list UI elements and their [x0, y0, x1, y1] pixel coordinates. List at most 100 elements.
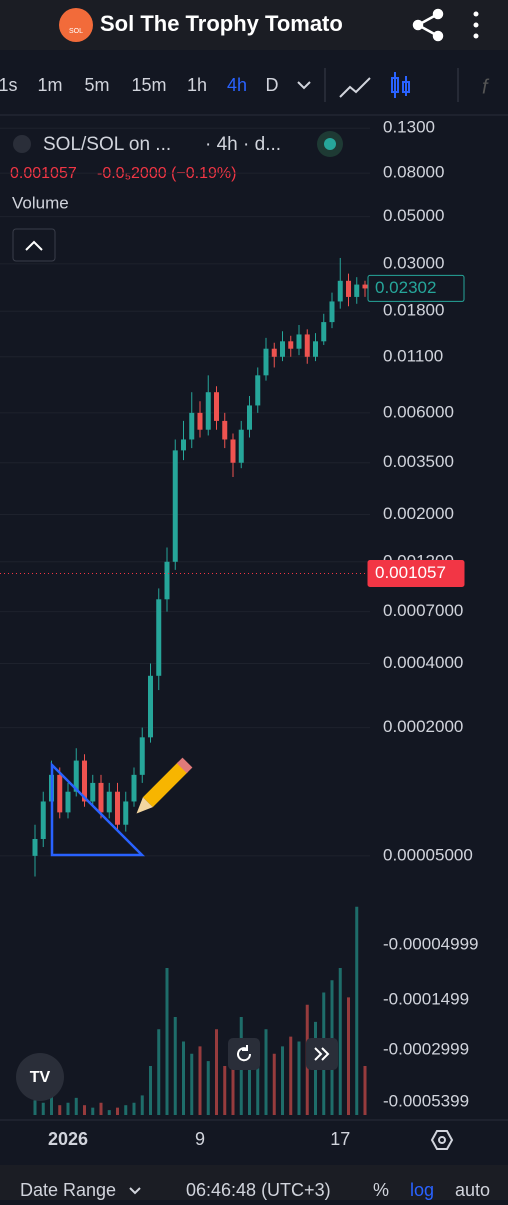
- y-tick-label: 0.003500: [383, 452, 454, 471]
- candle-body: [106, 791, 112, 813]
- interval-tab[interactable]: 5m: [84, 75, 109, 95]
- tv-logo-text: TV: [30, 1069, 51, 1086]
- candle-body: [354, 284, 360, 297]
- x-tick-label: 17: [330, 1129, 350, 1149]
- interval-tab[interactable]: 1m: [37, 75, 62, 95]
- candle-body: [280, 341, 285, 357]
- interval-dropdown[interactable]: [297, 81, 311, 90]
- candle-body: [148, 675, 153, 738]
- y-tick-label: 0.08000: [383, 163, 444, 182]
- y-tick-label: 0.1300: [383, 118, 435, 137]
- y-tick-label: 0.00005000: [383, 845, 473, 864]
- triangle-drawing: [50, 761, 146, 857]
- candle-body: [304, 334, 310, 357]
- candle-body: [255, 375, 261, 406]
- pencil-drawing: [136, 757, 193, 814]
- reset-button[interactable]: [228, 1038, 260, 1070]
- logo-text: SOL: [69, 28, 83, 35]
- volume-axis-label: -0.00004999: [383, 934, 478, 953]
- candle-body: [156, 599, 162, 676]
- share-icon[interactable]: [412, 8, 444, 42]
- footer-item[interactable]: 06:46:48 (UTC+3): [186, 1180, 331, 1200]
- candle-body: [197, 412, 203, 430]
- candle-body: [263, 348, 269, 376]
- date-range-arrow: [129, 1187, 141, 1195]
- y-tick-label: 0.01100: [383, 346, 443, 365]
- logo[interactable]: [59, 8, 93, 42]
- candle-body: [172, 450, 178, 562]
- y-tick-label: 0.01800: [383, 301, 444, 320]
- collapse-arrow: [25, 240, 43, 251]
- interval-tab[interactable]: D: [266, 75, 279, 95]
- settings-icon[interactable]: [430, 1130, 454, 1150]
- candle-body: [90, 782, 96, 802]
- scroll-icon: [314, 1047, 330, 1061]
- volume-axis-label: -0.0005399: [383, 1091, 469, 1110]
- y-tick-label: 0.0007000: [383, 601, 463, 620]
- interval-tab[interactable]: 4h: [227, 75, 247, 95]
- menu-icon[interactable]: [473, 11, 479, 39]
- line-tool[interactable]: [339, 77, 371, 98]
- interval-tab[interactable]: 1h: [187, 75, 207, 95]
- candle-body: [288, 341, 294, 349]
- candle-body: [65, 791, 71, 813]
- y-tick-label: 0.0002000: [383, 717, 463, 736]
- candle-body: [98, 782, 104, 813]
- footer-item[interactable]: Date Range: [20, 1180, 116, 1200]
- interval-tab[interactable]: 15m: [131, 75, 166, 95]
- y-tick-label: 0.002000: [383, 504, 454, 523]
- volume-axis-label: -0.0002999: [383, 1039, 469, 1058]
- candle-tool[interactable]: [391, 72, 410, 98]
- y-tick-label: 0.006000: [383, 402, 454, 421]
- y-tick-label: 0.05000: [383, 206, 444, 225]
- legend-volume: Volume: [12, 193, 69, 212]
- candle-body: [296, 334, 302, 349]
- indicator-icon[interactable]: f: [482, 76, 490, 98]
- candle-body: [230, 439, 236, 463]
- candle-body: [57, 774, 63, 813]
- candle-body: [164, 561, 170, 600]
- price-label-box: [367, 560, 465, 588]
- candle-body: [238, 429, 244, 463]
- candle-body: [337, 280, 343, 302]
- footer-item[interactable]: auto: [455, 1180, 490, 1200]
- legend-change: -0.0₅2000 (−0.19%): [97, 165, 236, 182]
- candle-body: [139, 737, 145, 775]
- legend-price: 0.001057: [10, 165, 77, 182]
- footer-item[interactable]: %: [373, 1180, 389, 1200]
- candle-body: [247, 405, 252, 430]
- tv-logo[interactable]: [16, 1053, 64, 1101]
- status-dot: [324, 138, 336, 150]
- candle-body: [346, 280, 351, 297]
- price-label: 0.001057: [375, 563, 446, 582]
- interval: · 4h · d...: [205, 134, 281, 155]
- y-tick-label: 0.0004000: [383, 653, 463, 672]
- candle-body: [181, 439, 186, 451]
- candle-body: [131, 774, 137, 802]
- footer-item[interactable]: log: [410, 1180, 434, 1200]
- candle-body: [313, 341, 318, 357]
- candle-body: [82, 760, 87, 802]
- candle-body: [115, 791, 120, 825]
- candle-body: [73, 760, 79, 792]
- collapse-button[interactable]: [12, 228, 56, 262]
- symbol: SOL/SOL on ...: [43, 134, 171, 155]
- price-label: 0.02302: [375, 278, 436, 297]
- footer: Date Range 06:46:48 (UTC+3)% log auto: [20, 1180, 490, 1200]
- price-label-box: [367, 274, 465, 302]
- interval-tab[interactable]: 1s: [0, 75, 18, 95]
- candle-body: [329, 301, 335, 323]
- candle-body: [362, 284, 368, 289]
- candle-body: [123, 801, 129, 825]
- candle-body: [222, 420, 228, 440]
- toolbar: 1s 1m 5m 15m 1h 4h D: [0, 75, 279, 95]
- candle-body: [271, 348, 277, 357]
- y-tick-label: 0.03000: [383, 253, 444, 272]
- reset-icon: [237, 1045, 252, 1062]
- candle-body: [189, 412, 195, 440]
- candle-body: [321, 322, 327, 342]
- candle-body: [205, 392, 211, 430]
- x-tick-label: 2026: [48, 1129, 88, 1149]
